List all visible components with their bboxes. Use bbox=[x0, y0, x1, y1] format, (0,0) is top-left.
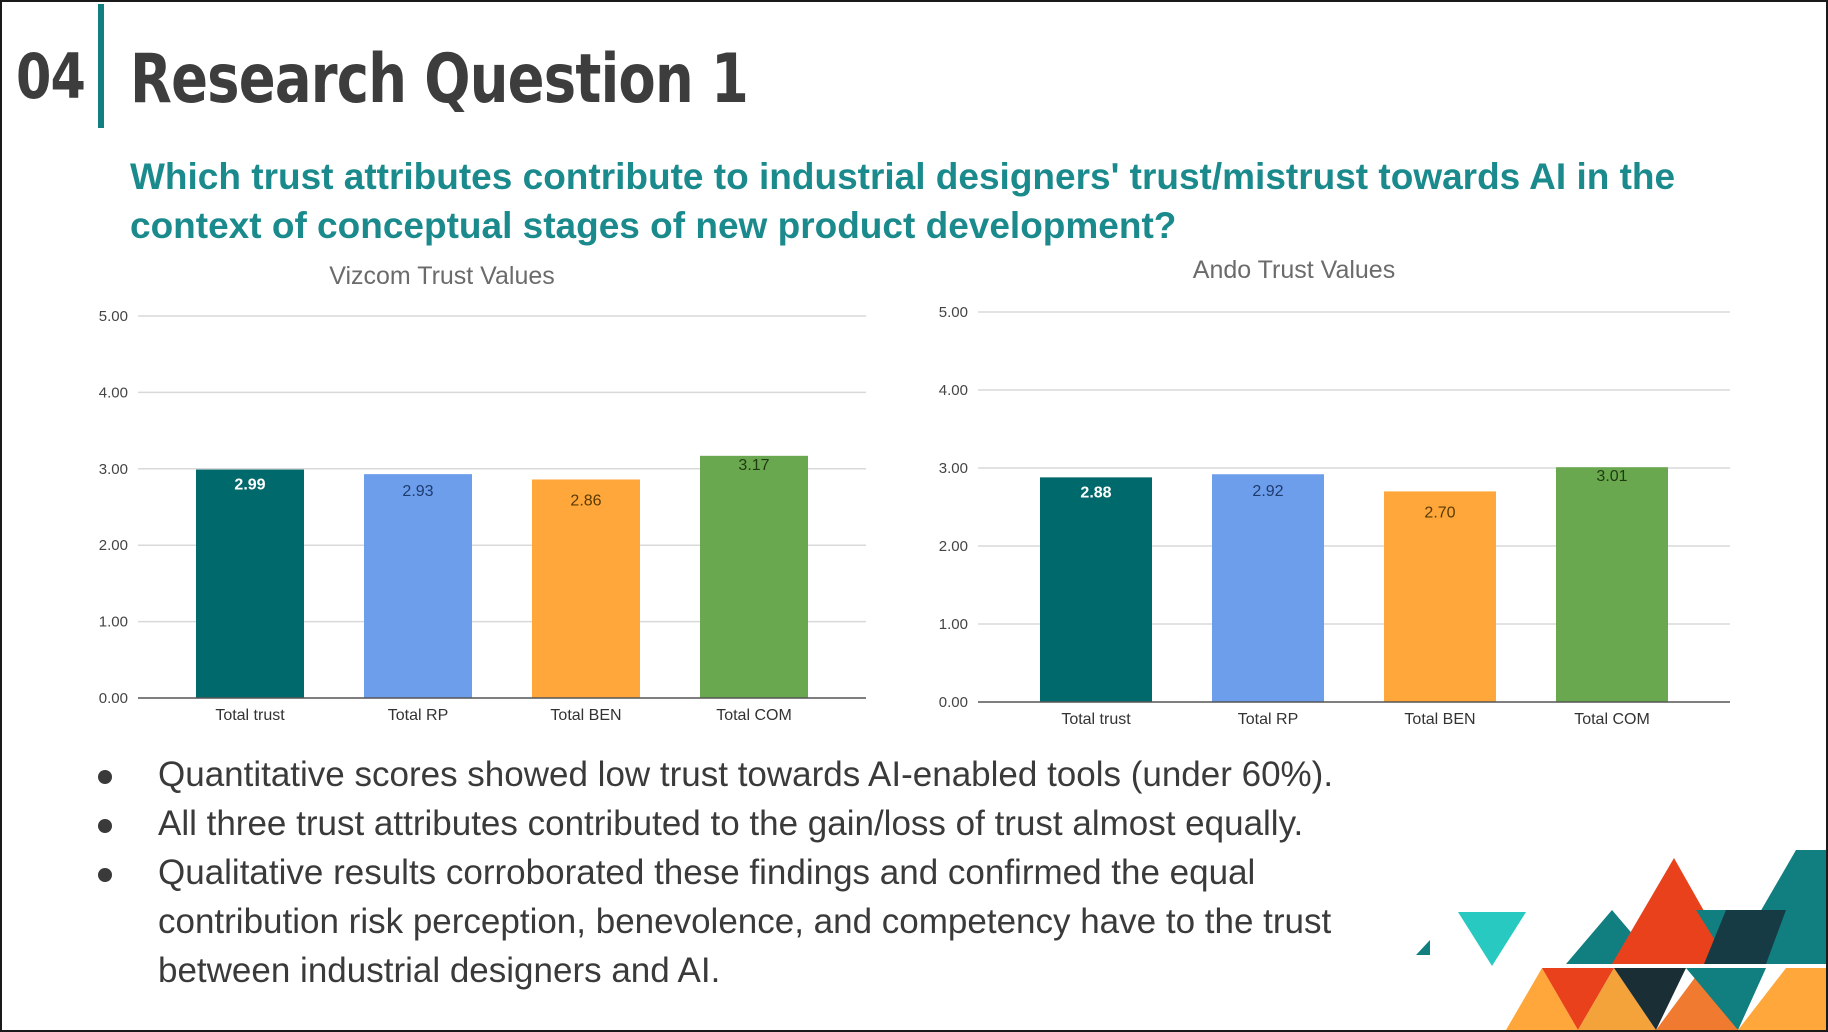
section-number: 04 bbox=[16, 40, 86, 113]
x-tick-label: Total trust bbox=[1061, 711, 1131, 728]
chart-title: Ando Trust Values bbox=[1193, 256, 1395, 284]
data-label: 2.93 bbox=[402, 483, 433, 500]
finding-item: Qualitative results corroborated these f… bbox=[98, 848, 1518, 995]
x-tick-label: Total COM bbox=[716, 707, 792, 724]
y-tick-label: 0.00 bbox=[939, 694, 968, 711]
data-label: 2.70 bbox=[1424, 504, 1455, 521]
research-question: Which trust attributes contribute to ind… bbox=[130, 156, 1676, 246]
data-label: 2.92 bbox=[1252, 483, 1283, 500]
orange-triangle-edge bbox=[1738, 968, 1826, 1030]
y-tick-label: 5.00 bbox=[99, 308, 128, 325]
bullet-dot bbox=[98, 819, 112, 833]
data-label: 3.17 bbox=[738, 457, 769, 474]
teal-triangle-bottom bbox=[1686, 968, 1766, 1030]
y-tick-label: 1.00 bbox=[939, 616, 968, 633]
bullet-dot bbox=[98, 770, 112, 784]
y-tick-label: 2.00 bbox=[99, 537, 128, 554]
y-tick-label: 0.00 bbox=[99, 690, 128, 707]
vizcom-chart: Vizcom Trust Values 0.00 1.00 2.00 3.00 4.00 5… bbox=[82, 258, 872, 738]
orange-triangle-left bbox=[1506, 968, 1578, 1030]
red-triangle bbox=[1612, 858, 1734, 964]
cyan-triangle bbox=[1458, 912, 1526, 966]
small-teal-triangle bbox=[1416, 940, 1430, 955]
y-tick-label: 2.00 bbox=[939, 538, 968, 555]
data-label: 3.01 bbox=[1596, 468, 1627, 485]
data-label: 2.99 bbox=[234, 477, 265, 494]
slide-title: Research Question 1 bbox=[130, 40, 749, 119]
dark-triangle-bottom bbox=[1614, 968, 1686, 1030]
finding-text: Qualitative results corroborated these f… bbox=[158, 853, 1332, 990]
dark-triangle bbox=[1704, 910, 1786, 964]
bar bbox=[1040, 477, 1152, 702]
bar bbox=[700, 455, 808, 698]
bar bbox=[364, 474, 472, 698]
orange-triangle-right bbox=[1656, 968, 1738, 1030]
finding-text: All three trust attributes contributed t… bbox=[158, 804, 1304, 843]
ando-chart: Ando Trust Values 0.00 1.00 2.00 3.00 4.00 5.0… bbox=[926, 252, 1736, 736]
data-label: 2.88 bbox=[1080, 484, 1111, 501]
y-tick-label: 1.00 bbox=[99, 614, 128, 631]
x-tick-label: Total COM bbox=[1574, 711, 1650, 728]
bullet-dot bbox=[98, 868, 112, 882]
x-tick-label: Total BEN bbox=[550, 707, 621, 724]
decorative-triangles bbox=[1416, 850, 1826, 1030]
title-accent-bar bbox=[98, 4, 104, 128]
bar bbox=[1384, 491, 1496, 702]
vizcom-chart-svg: Vizcom Trust Values 0.00 1.00 2.00 3.00 4.00 5… bbox=[99, 262, 866, 724]
y-tick-label: 4.00 bbox=[939, 382, 968, 399]
y-tick-label: 3.00 bbox=[99, 461, 128, 478]
y-tick-label: 4.00 bbox=[99, 384, 128, 401]
y-tick-label: 5.00 bbox=[939, 304, 968, 321]
findings-list: Quantitative scores showed low trust tow… bbox=[98, 750, 1518, 995]
bar bbox=[1556, 467, 1668, 702]
bar bbox=[1212, 474, 1324, 702]
x-tick-label: Total RP bbox=[388, 707, 448, 724]
orange-triangle-center bbox=[1578, 968, 1656, 1030]
chart-title: Vizcom Trust Values bbox=[329, 262, 555, 290]
ando-chart-svg: Ando Trust Values 0.00 1.00 2.00 3.00 4.00 5.0… bbox=[939, 256, 1730, 728]
bar bbox=[196, 469, 304, 698]
red-triangle-bottom bbox=[1542, 968, 1614, 1030]
x-tick-label: Total RP bbox=[1238, 711, 1298, 728]
x-tick-label: Total trust bbox=[215, 707, 285, 724]
finding-item: All three trust attributes contributed t… bbox=[98, 799, 1518, 848]
bar bbox=[532, 479, 640, 698]
finding-text: Quantitative scores showed low trust tow… bbox=[158, 755, 1334, 794]
y-tick-label: 3.00 bbox=[939, 460, 968, 477]
x-tick-label: Total BEN bbox=[1404, 711, 1475, 728]
finding-item: Quantitative scores showed low trust tow… bbox=[98, 750, 1518, 799]
data-label: 2.86 bbox=[570, 492, 601, 509]
